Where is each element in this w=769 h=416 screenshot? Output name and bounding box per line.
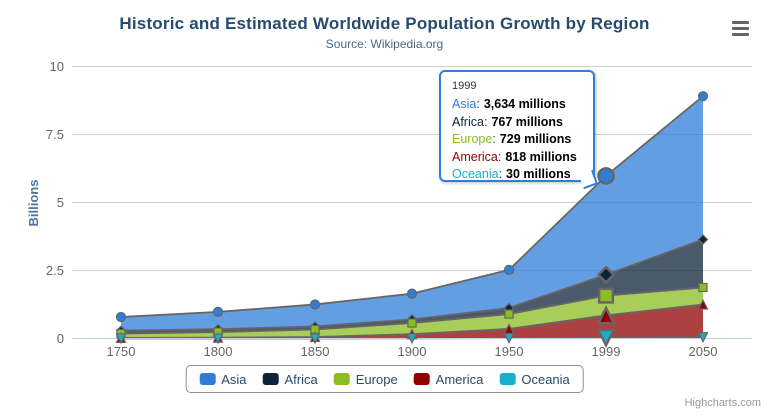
- hamburger-icon: [732, 21, 749, 24]
- credits-link[interactable]: Highcharts.com: [684, 397, 761, 409]
- legend-swatch: [199, 373, 216, 385]
- x-axis-label: 1900: [397, 344, 427, 359]
- marker-europe-2050[interactable]: [698, 282, 708, 293]
- tooltip-row: Asia: 3,634 millions: [452, 96, 593, 114]
- marker-oceania-2050[interactable]: [697, 332, 709, 344]
- tooltip-series-name: Europe: [452, 132, 493, 146]
- tooltip-separator: :: [497, 149, 502, 164]
- x-axis-label: 1800: [203, 344, 233, 359]
- hamburger-icon: [732, 33, 749, 36]
- legend-label: Oceania: [521, 371, 570, 387]
- x-axis-label: 1950: [494, 344, 524, 359]
- x-axis-label: 2050: [688, 344, 718, 359]
- marker-asia-1800[interactable]: [212, 306, 224, 317]
- marker-asia-1900[interactable]: [406, 288, 418, 299]
- tooltip-series-name: America: [452, 149, 498, 164]
- tooltip-header: 1999: [452, 80, 477, 92]
- x-axis-label: 1750: [106, 344, 136, 359]
- hamburger-icon: [732, 27, 749, 30]
- legend: Asia Africa Europe America Oceania: [185, 365, 584, 393]
- x-axis-label: 1850: [300, 344, 330, 359]
- marker-africa-1999[interactable]: [596, 265, 616, 285]
- marker-oceania-1900[interactable]: [406, 333, 418, 345]
- area-asia[interactable]: [121, 96, 703, 331]
- y-axis-label: 10: [49, 59, 64, 74]
- marker-asia-1750[interactable]: [115, 311, 127, 323]
- legend-item-asia[interactable]: Asia: [199, 371, 247, 387]
- y-axis-label: 5: [56, 195, 64, 210]
- marker-africa-2050[interactable]: [697, 234, 709, 245]
- marker-europe-1950[interactable]: [504, 309, 514, 319]
- legend-swatch: [333, 373, 350, 385]
- marker-oceania-1850[interactable]: [309, 333, 321, 345]
- legend-item-africa[interactable]: Africa: [262, 371, 318, 387]
- legend-label: Asia: [221, 371, 247, 387]
- tooltip-row: Africa: 767 millions: [452, 114, 593, 132]
- tooltip-series-value: 767 millions: [491, 114, 563, 129]
- x-axis-label: 1999: [591, 344, 621, 359]
- legend-label: America: [435, 371, 484, 387]
- marker-america-2050[interactable]: [697, 298, 709, 310]
- legend-label: Africa: [284, 371, 318, 387]
- tooltip-row: Europe: 729 millions: [452, 131, 593, 149]
- legend-item-america[interactable]: America: [413, 371, 484, 387]
- marker-asia-1999[interactable]: [597, 167, 615, 185]
- tooltip-series-value: 30 millions: [506, 167, 571, 181]
- tooltip-row: Oceania: 30 millions: [452, 166, 593, 184]
- marker-oceania-1999[interactable]: [596, 328, 616, 348]
- marker-america-1999[interactable]: [596, 305, 616, 325]
- marker-oceania-1950[interactable]: [503, 333, 515, 344]
- tooltip-separator: :: [492, 132, 496, 146]
- y-axis-label: 7.5: [45, 127, 64, 142]
- area-america[interactable]: [121, 304, 703, 339]
- legend-item-europe[interactable]: Europe: [333, 371, 398, 387]
- marker-asia-2050[interactable]: [697, 91, 709, 102]
- tooltip: 1999 Asia: 3,634 millions Africa: 767 mill…: [439, 70, 599, 190]
- tooltip-series-value: 729 millions: [499, 132, 572, 146]
- legend-item-oceania[interactable]: Oceania: [499, 371, 570, 387]
- y-axis-label: 0: [56, 331, 64, 346]
- tooltip-series-name: Africa: [452, 114, 484, 129]
- marker-asia-1950[interactable]: [503, 264, 515, 276]
- area-africa[interactable]: [121, 239, 703, 334]
- legend-swatch: [413, 373, 430, 385]
- marker-oceania-1800[interactable]: [212, 333, 224, 345]
- legend-label: Europe: [355, 371, 398, 387]
- tooltip-series-name: Asia: [452, 97, 477, 111]
- tooltip-series-name: Oceania: [452, 167, 499, 181]
- chart-subtitle: Source: Wikipedia.org: [325, 37, 444, 51]
- tooltip-series-value: 3,634 millions: [483, 97, 566, 111]
- tooltip-series-value: 818 millions: [505, 149, 577, 164]
- legend-swatch: [499, 373, 516, 385]
- marker-europe-1999[interactable]: [597, 287, 615, 304]
- tooltip-separator: :: [483, 114, 488, 129]
- legend-swatch: [262, 373, 279, 385]
- marker-oceania-1750[interactable]: [115, 333, 127, 345]
- marker-europe-1900[interactable]: [407, 318, 417, 328]
- tooltip-separator: :: [476, 97, 480, 111]
- chart-title: Historic and Estimated Worldwide Populat…: [119, 14, 650, 33]
- tooltip-separator: :: [498, 167, 503, 181]
- y-axis-label: 2.5: [45, 263, 64, 278]
- marker-asia-1850[interactable]: [309, 299, 321, 310]
- export-menu-button[interactable]: [732, 21, 749, 39]
- tooltip-row: America: 818 millions: [452, 149, 593, 167]
